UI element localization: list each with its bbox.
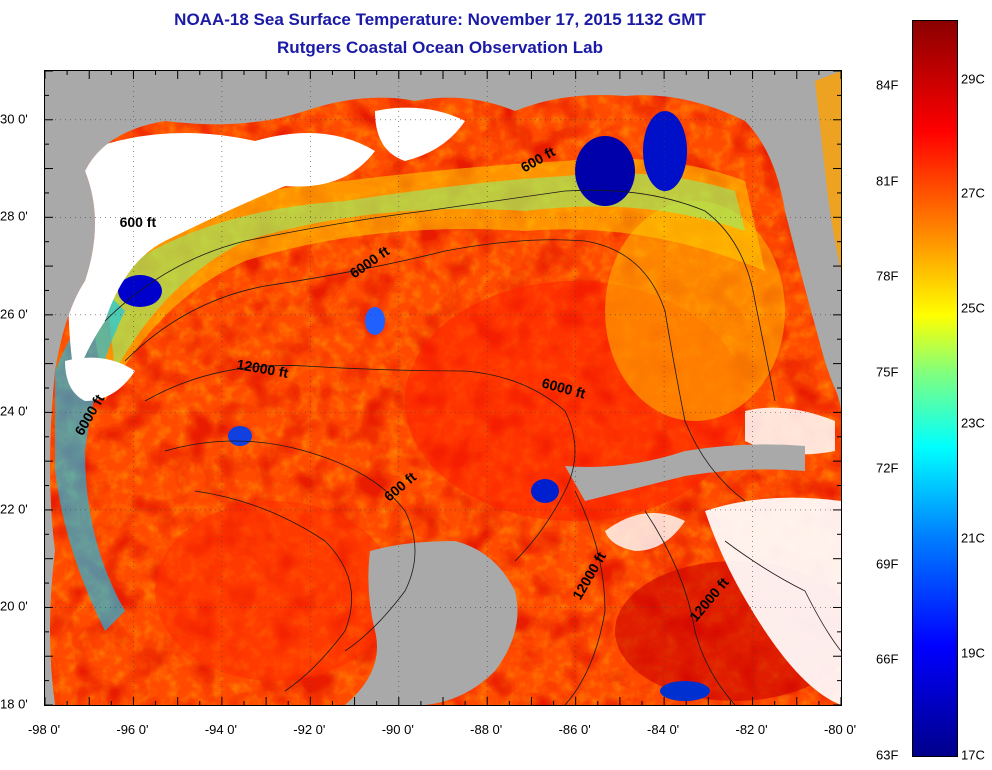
colorbar-c-label: 27C — [961, 185, 985, 201]
map-title: NOAA-18 Sea Surface Temperature: Novembe… — [174, 10, 706, 29]
colorbar-f-label: 66F — [876, 651, 899, 667]
yucatan-landmass — [345, 541, 518, 705]
x-tick-label: -94 0' — [204, 722, 237, 737]
y-tick-label: 28 0' — [0, 208, 28, 224]
x-tick-label: -88 0' — [470, 722, 503, 737]
y-tick-label: 24 0' — [0, 403, 28, 419]
y-tick-label: 26 0' — [0, 306, 28, 322]
contour-label: 600 ft — [120, 214, 157, 230]
colorbar-f-label: 69F — [876, 556, 899, 572]
x-tick-label: -98 0' — [27, 722, 61, 737]
colorbar-c-label: 29C — [961, 71, 985, 87]
graticule — [45, 71, 841, 705]
x-tick-label: -90 0' — [381, 722, 414, 737]
temperature-colorbar — [912, 20, 958, 757]
x-tick-label: -80 0' — [823, 722, 857, 737]
y-tick-label: 22 0' — [0, 501, 28, 517]
x-tick-label: -84 0' — [647, 722, 680, 737]
colorbar-c-label: 21C — [961, 530, 985, 546]
y-tick-label: 18 0' — [0, 696, 28, 712]
colorbar-f-label: 81F — [876, 173, 899, 189]
colorbar-f-label: 84F — [876, 77, 899, 93]
y-tick-label: 20 0' — [0, 598, 28, 614]
bathymetry-contours — [104, 189, 841, 705]
x-tick-label: -96 0' — [116, 722, 149, 737]
cuba-landmass — [565, 444, 805, 501]
colorbar-c-label: 25C — [961, 300, 985, 316]
sst-map: 600 ft 600 ft 6000 ft 12000 ft 6000 ft 6000 f… — [44, 70, 842, 706]
colorbar-f-label: 75F — [876, 364, 899, 380]
axis-ticks — [45, 71, 841, 705]
colorbar-c-label: 23C — [961, 415, 985, 431]
y-tick-label: 30 0' — [0, 111, 28, 127]
x-tick-label: -82 0' — [735, 722, 768, 737]
map-subtitle: Rutgers Coastal Ocean Observation Lab — [277, 38, 603, 57]
colorbar-c-label: 19C — [961, 645, 985, 661]
x-tick-label: -86 0' — [558, 722, 591, 737]
x-tick-label: -92 0' — [293, 722, 326, 737]
colorbar-f-label: 63F — [876, 747, 899, 763]
colorbar-f-label: 78F — [876, 268, 899, 284]
colorbar-f-label: 72F — [876, 460, 899, 476]
colorbar-c-label: 17C — [961, 747, 985, 763]
